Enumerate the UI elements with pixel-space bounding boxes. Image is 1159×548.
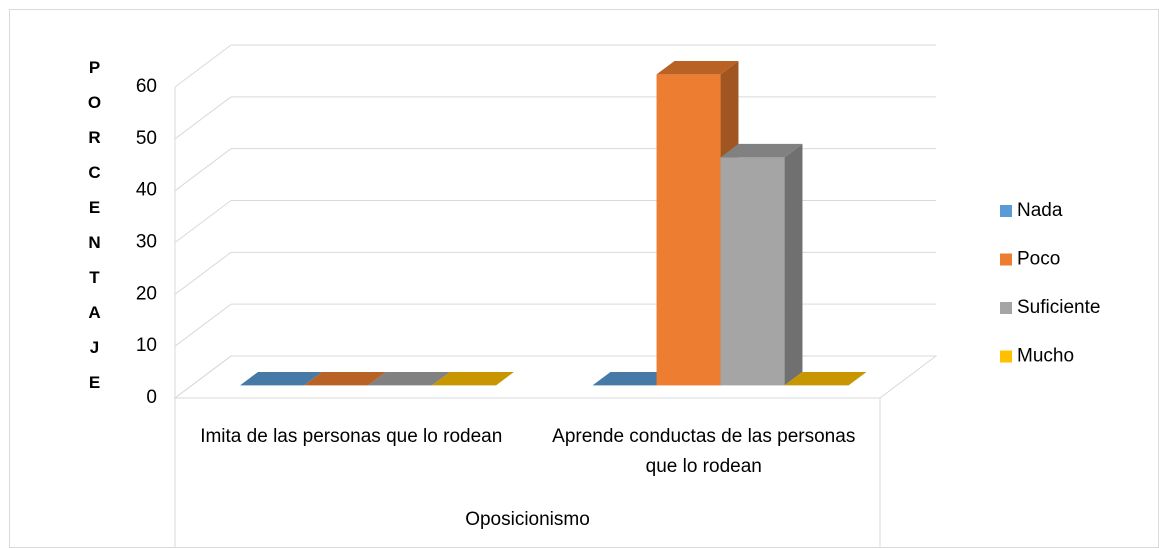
bar [432,371,514,386]
grid-line [174,303,232,347]
legend-label: Suficiente [1017,297,1100,318]
grid-line [174,200,232,243]
bar-top [368,371,450,386]
legend-swatch [1000,205,1012,217]
y-tick-label: 50 [136,128,157,149]
y-axis-title: PORCENTAJE [85,58,104,408]
y-tick-label: 20 [136,283,157,304]
bar-top [720,143,803,158]
bar [592,371,675,386]
legend-label: Nada [1017,200,1063,221]
grid-line [174,148,232,192]
bar [784,371,867,386]
bar-top [784,371,867,386]
y-tick-label: 60 [136,76,157,97]
bar [656,60,739,386]
bar [720,143,803,386]
bar-top [240,371,322,386]
x-axis-title: Oposicionismo [465,509,590,530]
grid-line [174,44,232,88]
x-tick-label: Aprende conductas de las personas que lo… [552,426,856,477]
bar [240,371,322,386]
bar [368,371,450,386]
legend-label: Poco [1017,249,1060,270]
legend-swatch [1000,302,1012,314]
x-tick-label: Imita de las personas que lo rodean [200,426,503,447]
bar-front [656,74,721,386]
bar-top [432,371,514,386]
y-tick-label: 40 [136,180,157,201]
legend-swatch [1000,350,1012,363]
legend-swatch [1000,253,1012,266]
grid-line [174,355,232,399]
bar-side [784,143,803,386]
y-tick-label: 0 [146,387,157,408]
bar-front [720,157,785,386]
y-tick-label: 30 [136,232,157,253]
grid-line [174,251,232,295]
bar-top [592,371,675,386]
y-tick-label: 10 [136,335,157,356]
grid-line [174,96,232,140]
bar-top [304,371,386,386]
bar [304,371,386,386]
bar-top [656,60,739,75]
legend-label: Mucho [1017,346,1074,367]
